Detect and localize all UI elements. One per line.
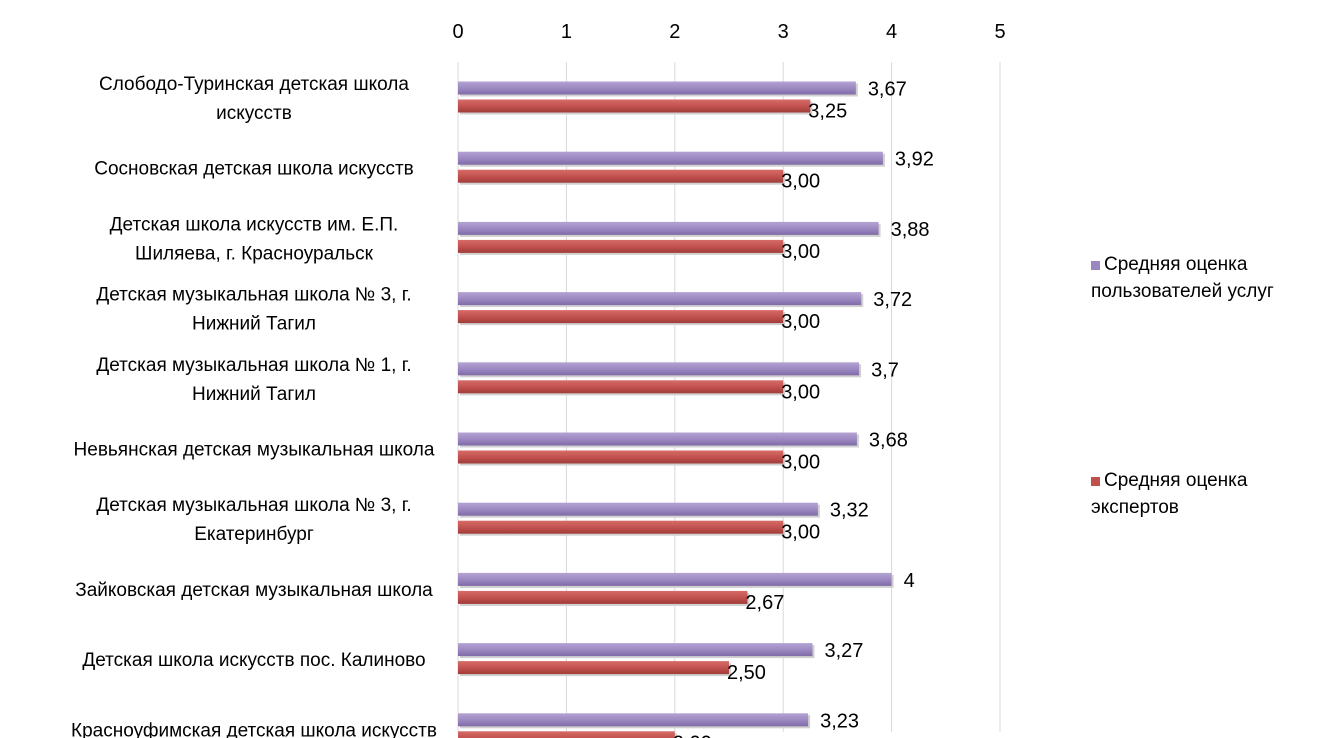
category-label: Детская школа искусств пос. Калиново bbox=[82, 650, 425, 671]
legend-entry: Средняя оценка экспертов bbox=[1091, 470, 1248, 518]
data-label: 3,67 bbox=[868, 79, 907, 101]
data-label: 3,7 bbox=[871, 359, 899, 381]
bar-experts bbox=[458, 590, 748, 604]
data-label: 3,00 bbox=[781, 171, 820, 193]
data-label: 3,92 bbox=[895, 149, 934, 171]
legend-swatch bbox=[1091, 477, 1100, 486]
bar-users bbox=[458, 362, 860, 376]
x-tick-label: 3 bbox=[778, 21, 789, 43]
category-label: Слободо-Туринская детская школа искусств bbox=[99, 74, 409, 124]
data-label: 3,32 bbox=[830, 500, 869, 522]
x-axis-ticks: 0 1 2 3 4 5 bbox=[452, 21, 1005, 43]
data-label: 3,88 bbox=[891, 219, 930, 241]
bar-users bbox=[458, 151, 883, 165]
data-label: 3,00 bbox=[781, 452, 820, 474]
bar-experts bbox=[458, 661, 729, 675]
data-label: 3,00 bbox=[781, 381, 820, 403]
category-label: Невьянская детская музыкальная школа bbox=[74, 440, 435, 461]
data-label: 3,00 bbox=[781, 522, 820, 544]
data-label: 4 bbox=[904, 570, 915, 592]
x-tick-label: 5 bbox=[994, 21, 1005, 43]
data-label: 3,68 bbox=[869, 430, 908, 452]
bar-users bbox=[458, 713, 809, 727]
bar-experts bbox=[458, 169, 784, 183]
category-label: Зайковская детская музыкальная школа bbox=[75, 580, 433, 601]
bar-experts bbox=[458, 239, 784, 253]
category-labels: Слободо-Туринская детская школа искусств С… bbox=[71, 74, 437, 738]
x-tick-label: 4 bbox=[886, 21, 897, 43]
category-label: Сосновская детская школа искусств bbox=[94, 159, 414, 180]
bar-users bbox=[458, 643, 813, 657]
bar-users bbox=[458, 81, 856, 95]
bar-experts bbox=[458, 310, 784, 324]
x-tick-label: 1 bbox=[561, 21, 572, 43]
legend-entry: Средняя оценка пользователей услуг bbox=[1091, 254, 1274, 302]
data-label: 3,25 bbox=[808, 101, 847, 123]
bar-users bbox=[458, 502, 818, 516]
bar-users bbox=[458, 572, 892, 586]
data-label: 2,00 bbox=[673, 732, 712, 738]
category-label: Красноуфимская детская школа искусств bbox=[71, 720, 437, 738]
data-label: 3,72 bbox=[873, 289, 912, 311]
category-label: Детская музыкальная школа № 3, г. Нижний … bbox=[96, 285, 411, 335]
bar-users bbox=[458, 292, 862, 306]
data-label: 2,67 bbox=[745, 592, 784, 614]
bar-experts bbox=[458, 99, 811, 113]
category-label: Детская музыкальная школа № 1, г. Нижний … bbox=[96, 355, 411, 405]
bar-experts bbox=[458, 520, 784, 534]
data-label: 3,27 bbox=[824, 640, 863, 662]
category-label: Детская школа искусств им. Е.П. Шиляева, … bbox=[110, 214, 399, 264]
data-labels: 3,67 3,92 3,88 3,72 3,7 3,68 3,32 4 3,27 3,23 3,25… bbox=[673, 79, 934, 738]
bar-experts bbox=[458, 731, 675, 738]
bar-users bbox=[458, 221, 879, 235]
data-label: 3,00 bbox=[781, 241, 820, 263]
category-label: Детская музыкальная школа № 3, г. Екатери… bbox=[96, 495, 411, 545]
bar-users bbox=[458, 432, 857, 446]
x-tick-label: 2 bbox=[669, 21, 680, 43]
legend-swatch bbox=[1091, 261, 1100, 270]
data-label: 3,23 bbox=[820, 710, 859, 732]
x-tick-label: 0 bbox=[452, 21, 463, 43]
bars bbox=[458, 81, 894, 738]
legend: Средняя оценка пользователей услуг Средняя… bbox=[1091, 254, 1274, 518]
data-label: 2,50 bbox=[727, 662, 766, 684]
data-label: 3,00 bbox=[781, 311, 820, 333]
bar-experts bbox=[458, 450, 784, 464]
bar-experts bbox=[458, 380, 784, 394]
